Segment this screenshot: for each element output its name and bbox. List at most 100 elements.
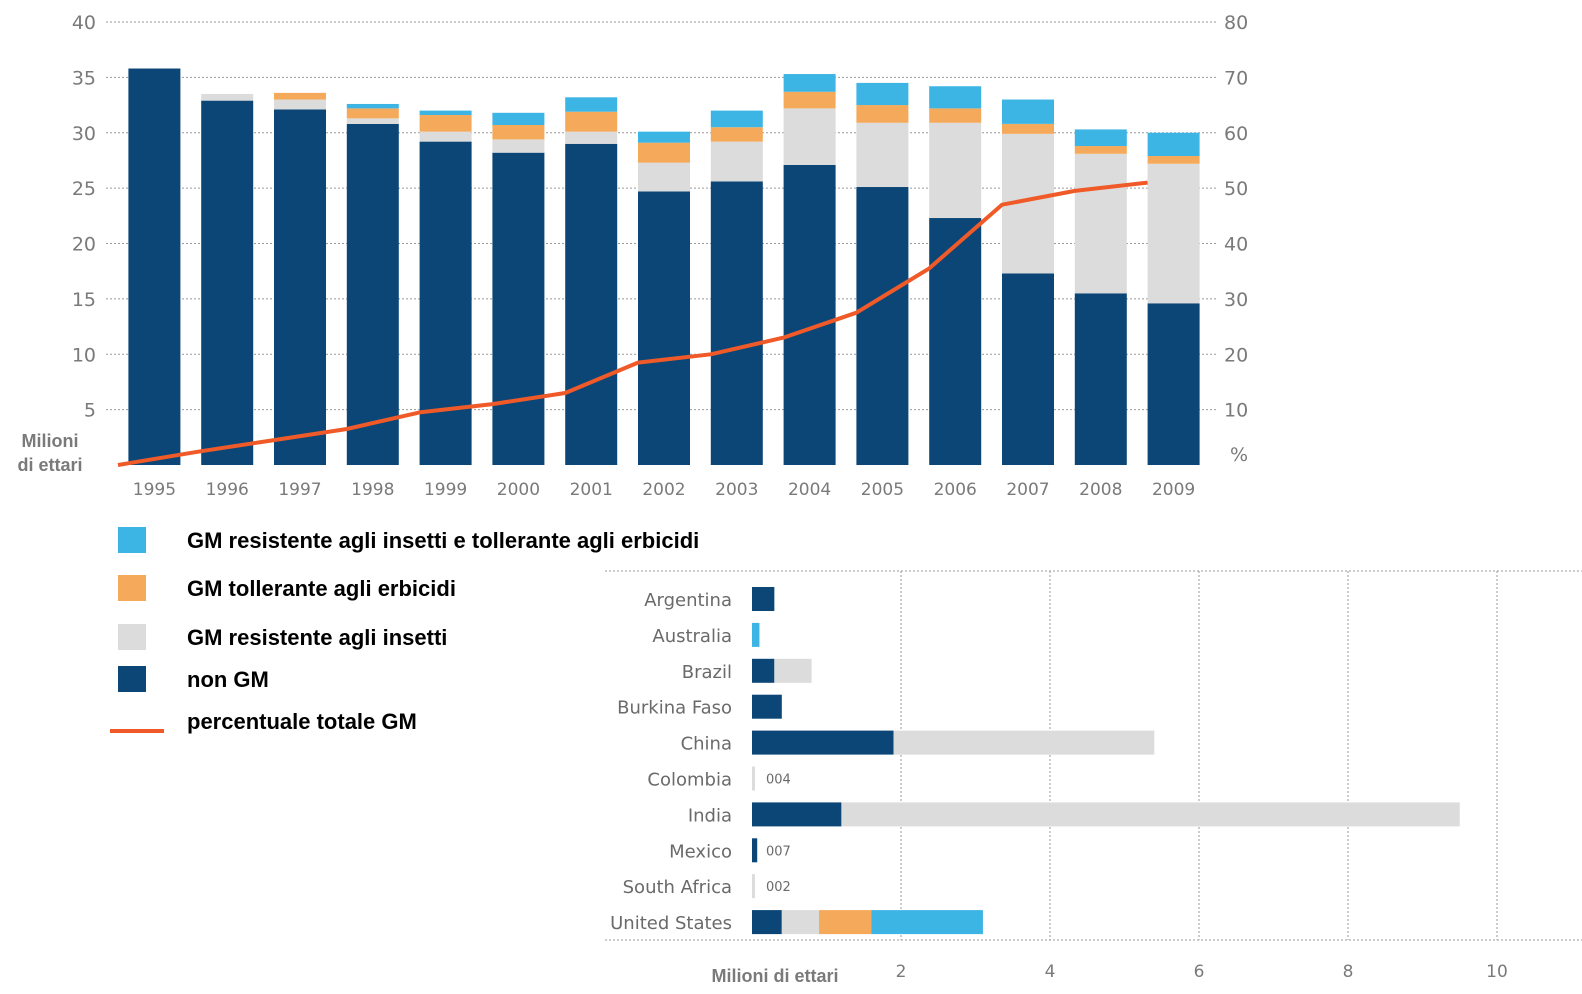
y-tick-label: Mexico	[669, 841, 732, 862]
bar-segment-both	[856, 82, 909, 106]
y-tick-label: Burkina Faso	[617, 698, 732, 719]
bar-segment-herb	[565, 111, 618, 132]
y-tick-label: India	[688, 805, 732, 826]
y2-tick-label: 10	[1224, 400, 1248, 422]
bar-segment-insect	[201, 93, 254, 101]
y-tick-label: Brazil	[682, 662, 732, 683]
x-tick-label: 6	[1194, 962, 1205, 982]
x-tick-label: 8	[1343, 962, 1354, 982]
x-tick-label: 2007	[1006, 480, 1049, 500]
bar-segment-non_gm	[1074, 293, 1127, 465]
bar-segment-herb	[638, 142, 690, 163]
bar-segment-herb	[274, 92, 326, 100]
bar-segment-herb	[492, 124, 545, 140]
bar-segment-herb	[783, 91, 836, 109]
bar-segment-non_gm	[1002, 273, 1054, 465]
bar-segment-insect	[492, 139, 545, 153]
bar-segment-herb	[1002, 123, 1054, 134]
y-tick-label: China	[681, 734, 732, 755]
bar-segment-non_gm	[128, 68, 181, 465]
bar-segment-both	[419, 110, 472, 116]
legend-swatch-insect	[118, 624, 146, 650]
x-tick-label: 2002	[642, 480, 685, 500]
x-tick-label: 2001	[570, 480, 613, 500]
y-tick-label: United States	[610, 913, 732, 934]
bar-segment-insect	[774, 658, 812, 683]
bar-segment-non_gm	[201, 100, 254, 465]
bar-segment-both	[929, 86, 982, 109]
bar-segment-both	[710, 110, 763, 128]
bar-segment-insect	[856, 122, 909, 188]
bar-segment-insect	[752, 766, 755, 791]
bar-segment-non_gm	[565, 143, 618, 465]
bar-segment-herb	[929, 108, 982, 123]
legend-label-insect: GM resistente agli insetti	[187, 625, 447, 650]
y-axis-label-line1: Milioni	[22, 431, 79, 451]
bar-segment-both	[638, 131, 690, 143]
bar-segment-both	[492, 112, 545, 125]
x-tick-label: 2	[896, 962, 907, 982]
bar-segment-insect	[783, 108, 836, 165]
legend-label-non_gm: non GM	[187, 667, 269, 692]
bar-segment-insect	[274, 99, 326, 110]
bar-segment-insect	[565, 131, 618, 144]
bar-segment-both	[1074, 129, 1127, 147]
x-tick-label: 1999	[424, 480, 467, 500]
x-tick-label: 2008	[1079, 480, 1122, 500]
y-tick-label: 30	[72, 123, 96, 145]
y2-tick-label: 70	[1224, 67, 1248, 89]
bar-segment-non_gm	[752, 730, 894, 755]
legend-swatch-non_gm	[118, 666, 146, 692]
data-label: 002	[766, 880, 791, 895]
bar-segment-both	[783, 74, 836, 92]
y-tick-label: 15	[72, 289, 96, 311]
bar-segment-insect	[893, 730, 1155, 755]
bar-segment-non_gm	[752, 658, 775, 683]
bar-segment-herb	[856, 105, 909, 123]
legend-label-both: GM resistente agli insetti e tollerante …	[187, 528, 699, 553]
x-axis-label: Milioni di ettari	[711, 966, 838, 986]
bar-segment-herb	[419, 115, 472, 132]
bottom-horizontal-bar-chart: 2 4 6 8 10 Argentina Australia Brazil Burkina Fa…	[605, 570, 1582, 982]
x-tick-label: 2003	[715, 480, 758, 500]
bar-segment-non_gm	[929, 218, 982, 465]
bar-segment-non_gm	[752, 802, 842, 827]
x-tick-label: 1998	[351, 480, 394, 500]
x-tick-label: 2000	[497, 480, 540, 500]
x-tick-label: 2004	[788, 480, 831, 500]
bar-segment-both	[871, 910, 983, 935]
bar-segment-herb	[1074, 146, 1127, 154]
legend-swatch-both	[118, 527, 146, 553]
y2-tick-label: 30	[1224, 289, 1248, 311]
x-tick-label: 10	[1486, 962, 1508, 982]
data-label: 004	[766, 773, 791, 788]
x-tick-label: 1995	[133, 480, 176, 500]
bar-segment-herb	[819, 910, 872, 935]
y2-tick-label: 80	[1224, 12, 1248, 34]
bar-segment-herb	[710, 127, 763, 142]
top-stacked-bar-chart: 5 10 15 20 25 30 35 40 10 20 30 40 50 60 70 80% 1995 1996…	[72, 12, 1248, 500]
bar-segment-both	[752, 622, 760, 647]
y2-tick-label: 20	[1224, 344, 1248, 366]
bar-segment-insect	[419, 131, 472, 142]
bar-segment-insect	[710, 141, 763, 182]
x-tick-label: 1996	[206, 480, 249, 500]
series-line-total-gm	[117, 180, 1148, 467]
y-tick-label: 10	[72, 344, 96, 366]
bar-segment-non_gm	[752, 694, 782, 719]
bar-segment-both	[1002, 99, 1054, 124]
legend-swatch-herb	[118, 575, 146, 601]
y2-tick-label: 60	[1224, 123, 1248, 145]
y-tick-label: 35	[72, 67, 96, 89]
bar-segment-non_gm	[752, 838, 758, 863]
bar-segment-non_gm	[492, 152, 545, 465]
y2-tick-label: 50	[1224, 178, 1248, 200]
data-label: 007	[766, 844, 791, 859]
x-tick-label: 2006	[934, 480, 977, 500]
legend-label-herb: GM tollerante agli erbicidi	[187, 576, 456, 601]
bar-segment-insect	[781, 910, 820, 935]
bar-segment-non_gm	[274, 109, 326, 466]
bar-segment-non_gm	[419, 141, 472, 466]
bar-segment-non_gm	[783, 164, 836, 465]
